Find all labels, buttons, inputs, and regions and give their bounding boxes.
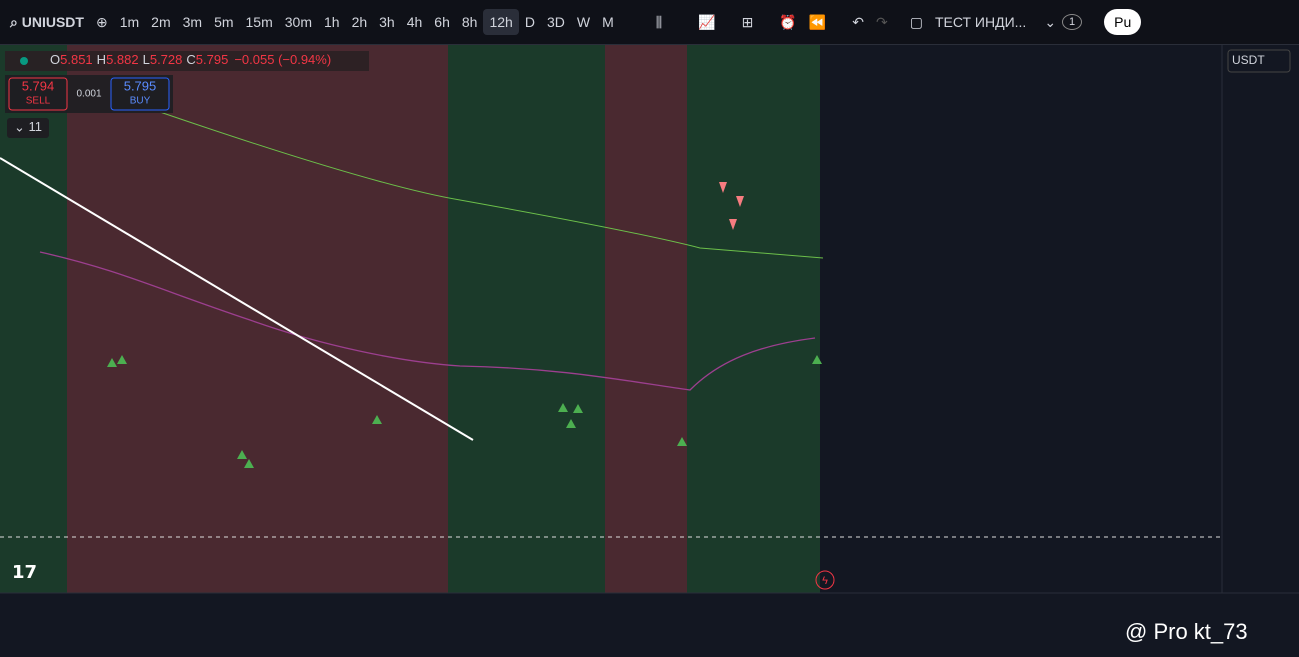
marker — [117, 355, 127, 364]
logo: 𝟭𝟳 — [12, 562, 37, 582]
marker — [812, 355, 822, 364]
symbol: UNIUSDT — [21, 13, 84, 30]
interval[interactable]: D — [524, 14, 535, 30]
interval[interactable]: 2h — [351, 14, 368, 30]
label: C — [186, 52, 195, 67]
marker — [573, 404, 583, 413]
interval[interactable]: 1h — [323, 14, 340, 30]
sell-button[interactable] — [8, 77, 68, 111]
value: 5.882 — [106, 52, 139, 67]
add-symbol[interactable]: ⊕ — [95, 13, 108, 30]
interval[interactable]: 15m — [245, 14, 273, 30]
marker — [677, 437, 687, 446]
intervals: 1m 2m 3m 5m 15m 30m 1h 2h 3h 4h 6h 8h 12h D 3D W M — [114, 9, 620, 35]
markers — [107, 355, 822, 468]
interval[interactable]: W — [576, 14, 591, 30]
interval[interactable]: M — [602, 14, 614, 30]
ohlc-legend: O5.851 H5.882 L5.728 C5.795 −0.055 (−0.94%) — [50, 52, 331, 67]
spread: 0.001 — [76, 89, 101, 100]
indicators-toggle[interactable] — [7, 118, 49, 138]
sell-label: SELL — [26, 96, 51, 107]
alerts-count[interactable]: 1 — [1062, 14, 1083, 30]
marker — [558, 403, 568, 412]
template-icon[interactable]: ▢ — [909, 13, 923, 30]
symbol-search[interactable]: ⌕ UNIUSDT — [10, 13, 84, 30]
marker — [719, 182, 727, 193]
marker — [736, 196, 744, 207]
label: H — [97, 52, 106, 67]
sell-price: 5.794 — [22, 78, 55, 93]
redo[interactable]: ↷ — [875, 13, 888, 30]
indicators-count: ⌄ 11 — [14, 119, 42, 134]
value: 5.851 — [60, 52, 93, 67]
buy-label: BUY — [130, 96, 151, 107]
interval[interactable]: 8h — [461, 14, 478, 30]
interval[interactable]: 5m — [214, 14, 234, 30]
markers — [719, 182, 744, 230]
lightning-icon[interactable] — [815, 570, 835, 590]
interval[interactable]: 6h — [434, 14, 450, 30]
currency-box[interactable] — [1227, 49, 1291, 73]
zone — [67, 45, 448, 593]
indicator-template[interactable]: ТЕСТ ИНДИ... — [934, 14, 1027, 30]
alert[interactable]: ⏰ — [779, 13, 797, 30]
interval[interactable]: 3m — [182, 14, 203, 30]
count: 11 — [29, 119, 43, 134]
marker — [107, 358, 117, 367]
legend-bg — [5, 51, 369, 71]
dropdown[interactable]: ⌄ — [1044, 13, 1057, 30]
interval[interactable]: 2m — [151, 14, 171, 30]
replay[interactable]: ⏪ — [808, 13, 827, 30]
currency: USDT — [1232, 53, 1265, 67]
interval[interactable]: 30m — [284, 14, 312, 30]
marker — [372, 415, 382, 424]
label: O — [50, 52, 60, 67]
watermark: @ Pro kt_73 — [1125, 619, 1248, 644]
lightning: ϟ — [822, 575, 828, 587]
interval[interactable]: 1m — [119, 14, 140, 30]
buy-button[interactable] — [110, 77, 170, 111]
trend-line — [0, 157, 474, 441]
interval[interactable]: 3D — [546, 14, 565, 30]
zone — [687, 45, 820, 593]
price-axis — [1222, 45, 1299, 593]
interval[interactable]: 12h — [483, 9, 519, 35]
interval[interactable]: 3h — [379, 14, 395, 30]
buy-price: 5.795 — [124, 78, 157, 93]
ma-line — [159, 111, 824, 259]
publish[interactable]: Pu — [1104, 9, 1142, 35]
toolbar: ⌕ UNIUSDT ⊕ 1m 2m 3m 5m 15m 30m 1h 2h 3h 4h 6h 8h 12… — [0, 0, 1299, 45]
chart-type[interactable]: ⫼ — [655, 13, 663, 30]
label: L — [143, 52, 150, 67]
marker — [566, 419, 576, 428]
undo[interactable]: ↶ — [852, 13, 864, 30]
interval[interactable]: 4h — [406, 14, 423, 30]
marker — [244, 459, 254, 468]
layouts[interactable]: ⊞ — [741, 13, 754, 30]
change: −0.055 (−0.94%) — [234, 52, 331, 67]
marker — [729, 219, 737, 230]
indicators[interactable]: 📈 — [698, 13, 716, 30]
value: 5.728 — [150, 52, 183, 67]
zone — [448, 45, 605, 593]
value: 5.795 — [196, 52, 229, 67]
zone — [605, 45, 687, 593]
ma-line — [39, 251, 816, 391]
marker — [237, 450, 247, 459]
status-dot — [20, 57, 28, 65]
